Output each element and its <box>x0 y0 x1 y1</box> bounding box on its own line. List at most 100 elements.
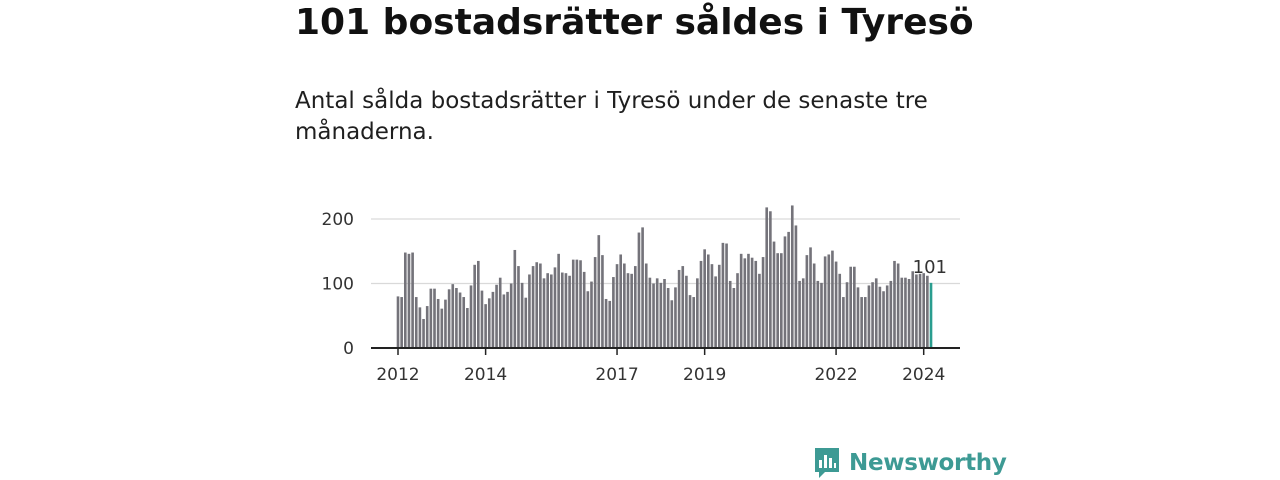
bar <box>568 275 571 348</box>
bar <box>885 285 889 349</box>
bar <box>604 298 608 348</box>
bar <box>633 266 637 348</box>
bar <box>893 260 896 349</box>
bar <box>637 232 641 348</box>
bar <box>692 297 696 348</box>
bar <box>674 287 677 348</box>
bar <box>491 291 495 348</box>
tick-labels: 0 100 200 101 2012 2014 2017 2019 2022 2024 <box>322 210 947 385</box>
bar-series <box>396 205 933 349</box>
bar <box>557 253 560 348</box>
y-tick-label: 100 <box>322 275 354 295</box>
gridlines <box>371 218 960 285</box>
bar <box>827 254 831 348</box>
bar <box>659 282 663 348</box>
bar <box>447 289 451 349</box>
x-tick-label: 2022 <box>814 365 857 385</box>
chart-title: 101 bostadsrätter såldes i Tyresö <box>295 2 974 43</box>
bar <box>582 271 586 348</box>
y-tick-label: 0 <box>343 339 354 359</box>
bar <box>433 288 436 348</box>
bar <box>546 273 549 348</box>
bar <box>696 278 699 348</box>
bar <box>480 290 484 349</box>
bar <box>772 241 776 348</box>
bar <box>590 281 593 348</box>
bar <box>663 278 666 349</box>
bar <box>520 282 524 348</box>
bar <box>743 258 747 349</box>
bar <box>553 267 557 349</box>
newsworthy-logo[interactable]: Newsworthy <box>813 446 1007 480</box>
bar <box>579 260 582 348</box>
bar <box>874 278 878 348</box>
axes <box>371 347 960 355</box>
bar <box>911 271 915 348</box>
newsworthy-logo-icon <box>815 448 839 478</box>
bar <box>487 298 491 348</box>
bar <box>838 273 842 348</box>
x-tick-label: 2014 <box>464 365 507 385</box>
bar <box>856 287 860 348</box>
bar <box>831 250 834 348</box>
bar <box>670 300 674 348</box>
bar <box>652 283 655 348</box>
bar <box>710 264 714 348</box>
bar <box>440 308 444 348</box>
bar <box>469 285 473 349</box>
bar <box>728 280 732 348</box>
bar-highlight <box>929 282 933 348</box>
bar <box>623 263 626 348</box>
bar <box>608 300 612 349</box>
bar <box>666 288 670 348</box>
bar <box>896 263 900 348</box>
bar <box>853 266 856 348</box>
bar <box>798 280 801 348</box>
bar <box>922 273 926 348</box>
bar <box>615 264 619 348</box>
bar <box>396 296 400 348</box>
bar <box>747 253 750 348</box>
bar <box>513 249 517 348</box>
bar <box>425 306 429 348</box>
bar <box>502 294 506 348</box>
bar <box>761 257 765 349</box>
bar <box>750 257 754 348</box>
bar <box>455 288 458 348</box>
bar <box>484 304 487 348</box>
bar <box>787 231 790 348</box>
bar <box>845 282 849 348</box>
chart-subtitle: Antal sålda bostadsrätter i Tyresö under… <box>295 88 928 145</box>
bar <box>725 243 728 348</box>
bar <box>597 235 601 349</box>
bar <box>509 283 513 348</box>
bar <box>524 297 528 348</box>
bar <box>462 297 466 348</box>
bar <box>531 266 535 348</box>
bar <box>542 278 546 348</box>
bar <box>506 291 509 348</box>
bar <box>805 255 809 348</box>
bar <box>466 308 469 348</box>
bar <box>816 280 820 348</box>
bar <box>411 252 414 348</box>
bar <box>429 288 433 348</box>
bar <box>794 225 798 348</box>
bar <box>842 297 845 348</box>
bar <box>915 274 918 348</box>
bar <box>641 227 644 348</box>
bar <box>736 273 739 348</box>
bar <box>612 277 615 348</box>
bar <box>790 205 794 348</box>
bar <box>550 274 553 348</box>
bar <box>458 292 462 348</box>
bar <box>926 275 929 348</box>
bar <box>801 278 805 348</box>
bar <box>648 277 652 348</box>
bar <box>539 263 542 348</box>
bar <box>863 297 867 348</box>
bar <box>564 273 568 348</box>
bar <box>907 278 911 349</box>
bar <box>535 262 539 348</box>
bar <box>418 307 422 348</box>
